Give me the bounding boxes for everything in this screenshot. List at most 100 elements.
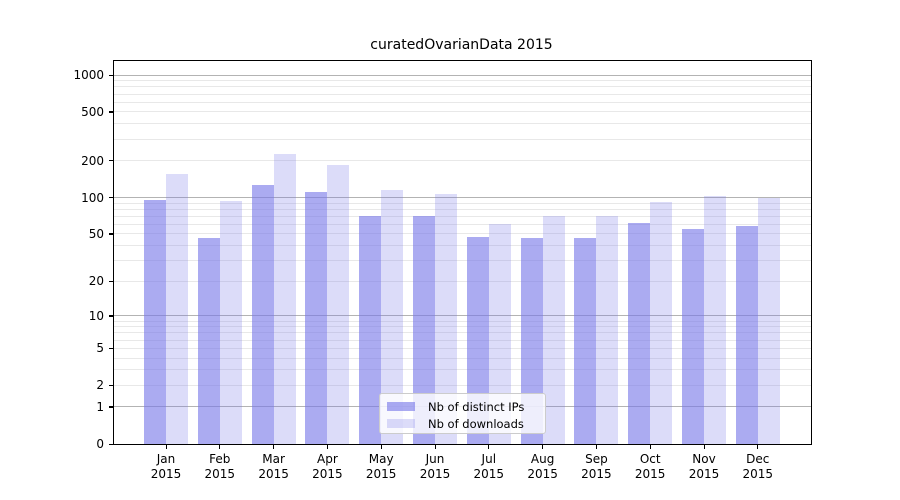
gridline-minor — [114, 357, 811, 359]
bar-sep-distinct-ips — [574, 238, 597, 444]
bar-dec-distinct-ips — [735, 226, 758, 444]
x-axis-tick — [434, 445, 436, 449]
bar-feb-distinct-ips — [197, 238, 220, 444]
x-axis-tick-label: Feb 2015 — [204, 452, 236, 481]
x-axis-tick — [542, 445, 544, 449]
gridline-major — [114, 197, 811, 198]
legend-label-distinct-ips: Nb of distinct IPs — [428, 399, 525, 414]
gridline-minor — [114, 280, 811, 282]
bar-jan-distinct-ips — [144, 200, 166, 444]
y-axis-tick — [109, 406, 113, 408]
bar-dec-downloads — [757, 197, 780, 444]
x-axis-tick — [326, 445, 329, 449]
x-axis-tick — [273, 445, 275, 449]
y-axis-tick — [109, 315, 113, 317]
x-axis-tick-label: Mar 2015 — [258, 452, 289, 481]
x-axis-tick-label: Jul 2015 — [473, 452, 505, 481]
gridline-minor — [114, 101, 811, 103]
bar-mar-downloads — [273, 153, 296, 444]
x-axis-tick-label: Oct 2015 — [634, 452, 666, 481]
gridline-minor — [114, 86, 811, 88]
x-axis-tick-label: May 2015 — [365, 452, 397, 481]
gridline-minor — [114, 233, 811, 235]
legend-swatch-distinct-ips — [387, 402, 415, 411]
bar-jun-distinct-ips — [413, 215, 435, 444]
legend-swatch-downloads — [387, 419, 415, 428]
gridline-minor — [114, 215, 811, 217]
gridline-minor — [114, 123, 811, 125]
bar-nov-downloads — [704, 196, 726, 444]
chart-title: curatedOvarianData 2015 — [370, 37, 553, 53]
gridline-minor — [114, 160, 811, 162]
y-axis-tick-label: 5 — [96, 341, 104, 356]
y-axis-tick — [109, 111, 113, 113]
x-axis-tick-label: Sep 2015 — [581, 452, 612, 481]
bar-oct-distinct-ips — [628, 222, 651, 444]
gridline-minor — [114, 260, 811, 262]
gridline-minor — [114, 245, 811, 247]
y-axis-tick-label: 0 — [96, 437, 104, 451]
y-axis-tick-label: 20 — [88, 274, 104, 289]
x-axis-tick — [595, 445, 598, 449]
y-axis-tick-label: 10 — [88, 308, 104, 323]
x-axis-tick-label: Jun 2015 — [419, 452, 451, 481]
y-axis-tick-label: 50 — [88, 226, 104, 241]
x-axis-tick — [219, 445, 221, 449]
y-axis-tick — [109, 233, 113, 235]
y-axis-tick — [109, 74, 113, 76]
y-axis-tick-label: 1000 — [73, 68, 104, 82]
legend-label-downloads: Nb of downloads — [428, 416, 524, 431]
gridline-minor — [114, 332, 811, 334]
bar-jul-distinct-ips — [466, 237, 489, 444]
y-axis-tick — [109, 197, 113, 199]
y-axis-tick — [109, 384, 113, 386]
bar-oct-downloads — [650, 202, 673, 444]
bar-jan-downloads — [166, 173, 188, 444]
gridline-minor — [114, 111, 811, 113]
bar-jun-downloads — [435, 194, 457, 444]
gridline-minor — [114, 80, 811, 82]
gridline-minor — [114, 138, 811, 140]
plot-area: Nb of distinct IPs Nb of downloads 0 1 2 5 1… — [73, 60, 812, 481]
gridline-minor — [114, 320, 811, 322]
gridline-minor — [114, 347, 811, 349]
y-axis-tick-label: 2 — [96, 378, 104, 393]
legend-item-distinct-ips: Nb of distinct IPs — [387, 398, 545, 415]
x-axis-tick-label: Apr 2015 — [312, 452, 343, 481]
bar-mar-distinct-ips — [251, 185, 274, 444]
x-axis-tick-label: Jan 2015 — [150, 452, 182, 481]
x-axis-tick-label: Nov 2015 — [688, 452, 720, 481]
gridline-minor — [114, 326, 811, 328]
y-axis-tick — [109, 443, 113, 445]
bar-apr-downloads — [327, 165, 350, 444]
bar-feb-downloads — [219, 200, 242, 444]
x-axis-tick — [649, 445, 651, 449]
bar-sep-downloads — [596, 216, 619, 444]
x-axis-tick — [703, 445, 705, 449]
legend-item-downloads: Nb of downloads — [387, 415, 545, 432]
x-axis-tick-label: Aug 2015 — [527, 452, 558, 481]
y-axis-tick — [109, 160, 113, 162]
gridline-major — [114, 74, 811, 76]
y-axis-tick-label: 500 — [81, 104, 104, 119]
bar-may-distinct-ips — [359, 216, 382, 444]
gridline-minor — [114, 369, 811, 371]
gridline-minor — [114, 384, 811, 386]
x-axis-tick — [165, 445, 167, 449]
bar-apr-distinct-ips — [305, 192, 328, 444]
gridline-minor — [114, 202, 811, 204]
bar-may-downloads — [381, 190, 404, 444]
bar-aug-distinct-ips — [520, 238, 543, 444]
gridline-minor — [114, 93, 811, 95]
y-axis-tick — [109, 280, 113, 283]
bar-aug-downloads — [542, 216, 565, 444]
x-axis-tick — [380, 445, 382, 449]
y-axis-tick — [109, 347, 113, 349]
x-axis-tick — [757, 445, 759, 449]
gridline-minor — [114, 208, 811, 210]
y-axis-tick-label: 1 — [96, 399, 104, 414]
x-axis-tick-label: Dec 2015 — [742, 452, 774, 481]
y-axis-tick-label: 100 — [81, 190, 104, 205]
bar-nov-distinct-ips — [682, 229, 704, 444]
